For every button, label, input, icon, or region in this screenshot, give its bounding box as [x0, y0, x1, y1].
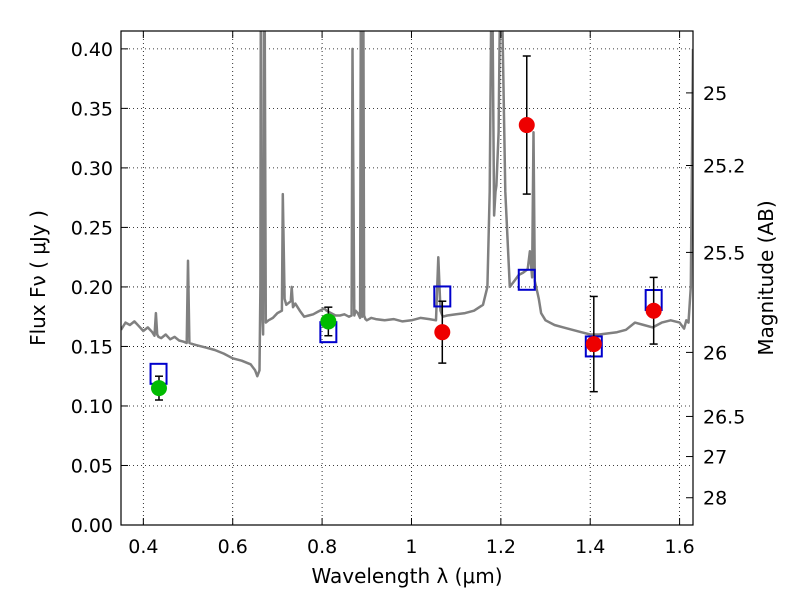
plot-layer	[121, 31, 693, 401]
y-tick-label: 0.20	[71, 277, 113, 299]
model-photometry-marker	[517, 268, 536, 291]
observed-photometry-point	[150, 380, 167, 397]
y-tick-label: 0.40	[71, 39, 113, 61]
x-tick-label: 0.4	[128, 536, 158, 558]
x-tick-label: 1	[405, 536, 417, 558]
right-tick-label: 27	[703, 447, 727, 469]
observed-photometry-point	[518, 117, 535, 134]
right-tick-label: 25	[703, 83, 727, 105]
x-tick-label: 1.4	[575, 536, 605, 558]
x-axis-label: Wavelength λ (μm)	[311, 564, 502, 588]
x-tick-label: 0.6	[218, 536, 248, 558]
right-tick-label: 26.5	[703, 406, 745, 428]
right-tick-label: 25.5	[703, 242, 745, 264]
tick-layer: 0.4 0.6 0.8 1 1.2 1.4 1.6 0.00 0.05 0.10 0.15 0.20 0…	[71, 31, 745, 558]
observed-photometry-point	[645, 302, 662, 319]
x-tick-label: 1.2	[486, 536, 516, 558]
right-tick-label: 26	[703, 342, 727, 364]
right-tick-label: 25.2	[703, 156, 745, 178]
plot-frame	[120, 30, 694, 526]
observed-photometry-point	[320, 313, 337, 330]
y-tick-label: 0.10	[71, 396, 113, 418]
right-axis-label: Magnitude (AB)	[754, 200, 778, 355]
y-tick-label: 0.35	[71, 98, 113, 120]
y-tick-label: 0.30	[71, 158, 113, 180]
grid-layer	[121, 31, 693, 526]
observed-photometry-point	[434, 324, 451, 341]
spectrum-line	[121, 31, 693, 378]
y-tick-label: 0.00	[71, 515, 113, 537]
x-tick-label: 0.8	[307, 536, 337, 558]
right-tick-label: 28	[703, 488, 727, 510]
y-tick-label: 0.25	[71, 217, 113, 239]
y-tick-label: 0.15	[71, 336, 113, 358]
y-axis-label: Flux Fν ( μJy )	[26, 210, 50, 346]
x-tick-label: 1.6	[664, 536, 694, 558]
y-tick-label: 0.05	[71, 455, 113, 477]
observed-photometry-point	[585, 336, 602, 353]
